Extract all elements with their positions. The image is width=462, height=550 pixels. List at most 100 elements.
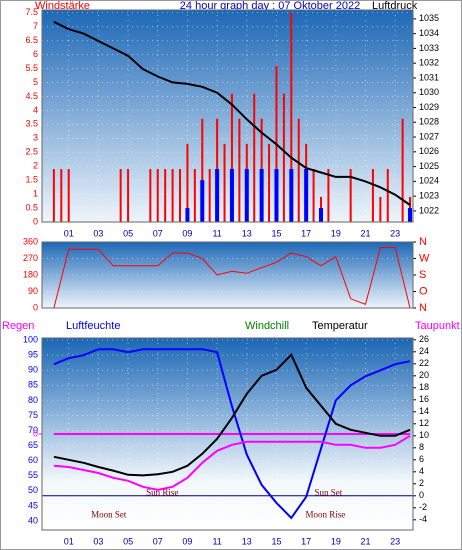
- wind-bar: [349, 169, 352, 222]
- x-tick-label: 17: [301, 536, 311, 546]
- y2-tick-label: W: [419, 252, 430, 264]
- x-tick-label: 09: [182, 228, 192, 238]
- y2-tick-label: 1035: [419, 13, 439, 23]
- wind-bar: [164, 169, 167, 222]
- x-tick-label: 07: [153, 536, 163, 546]
- y2-tick-label: 1031: [419, 72, 439, 82]
- x-tick-label: 15: [271, 228, 281, 238]
- wind-bar: [201, 118, 204, 222]
- wind-bar: [223, 143, 226, 222]
- y2-tick-label: 1024: [419, 176, 439, 186]
- wind-bar: [208, 169, 211, 222]
- y-tick-label: 7: [33, 21, 38, 31]
- x-tick-label: 17: [301, 228, 311, 238]
- y-tick-label: 7.5: [25, 7, 38, 17]
- series-line: [53, 353, 411, 477]
- y2-tick-label: 1030: [419, 87, 439, 97]
- x-tick-label: 07: [153, 228, 163, 238]
- y-tick-label: 70: [28, 425, 38, 435]
- x-tick-label: 19: [331, 228, 341, 238]
- series-line: [53, 20, 411, 206]
- y-tick-label: 85: [28, 380, 38, 390]
- y-tick-label: 1.5: [25, 175, 38, 185]
- x-tick-label: 21: [361, 228, 371, 238]
- y-tick-label: 4: [33, 105, 38, 115]
- y-tick-label: 95: [28, 350, 38, 360]
- wind-bar: [327, 169, 330, 222]
- wind-bar: [119, 169, 122, 222]
- annotation: Moon Rise: [306, 510, 346, 520]
- x-tick-label: 11: [212, 536, 221, 546]
- y-tick-label: 55: [28, 470, 38, 480]
- wind-bar: [215, 169, 220, 222]
- plot-border: [41, 9, 414, 223]
- annotation: Moon Set: [91, 510, 127, 520]
- plot-border: [41, 241, 414, 309]
- x-tick-label: 03: [93, 536, 103, 546]
- legend-dewpoint: Taupunkt: [415, 320, 460, 332]
- x-tick-label: 03: [93, 228, 103, 238]
- wind-bar: [290, 12, 293, 222]
- y-tick-label: 90: [28, 286, 38, 296]
- y-tick-label: 3: [33, 133, 38, 143]
- y2-tick-label: 6: [419, 454, 424, 464]
- y2-tick-label: -2: [419, 502, 427, 512]
- x-tick-label: 09: [182, 536, 192, 546]
- x-tick-label: 05: [123, 228, 133, 238]
- annotation: Sun Set: [315, 487, 343, 497]
- wind-label: Windstärke: [35, 0, 90, 12]
- y-tick-label: 90: [28, 365, 38, 375]
- y2-tick-label: 1033: [419, 43, 439, 53]
- y-tick-label: 3.5: [25, 119, 38, 129]
- y2-tick-label: 22: [419, 358, 429, 368]
- y2-tick-label: 4: [419, 466, 424, 476]
- series-line: [53, 348, 411, 520]
- y-tick-label: 6: [33, 49, 38, 59]
- wind-bar: [149, 169, 152, 222]
- y-tick-label: 60: [28, 455, 38, 465]
- y-tick-label: 270: [23, 253, 38, 263]
- x-tick-label: 11: [212, 228, 221, 238]
- y2-tick-label: 1029: [419, 102, 439, 112]
- y-tick-label: 360: [23, 236, 38, 246]
- wind-bar: [386, 169, 389, 222]
- wind-bar: [371, 169, 374, 222]
- y2-tick-label: N: [419, 236, 427, 248]
- wind-bar: [52, 169, 55, 222]
- plot-background: [42, 10, 413, 222]
- wind-bar: [244, 169, 249, 222]
- y-tick-label: 6.5: [25, 35, 38, 45]
- y2-tick-label: 18: [419, 382, 429, 392]
- wind-bar: [312, 169, 315, 222]
- wind-bar: [229, 169, 234, 222]
- wind-bar: [379, 196, 382, 222]
- legend-humidity: Luftfeuchte: [66, 320, 120, 332]
- y-tick-label: 0.5: [25, 202, 38, 212]
- y2-tick-label: 1022: [419, 205, 439, 215]
- y-tick-label: 50: [28, 485, 38, 495]
- x-tick-label: 13: [242, 228, 252, 238]
- wind-bar: [127, 169, 130, 222]
- y-tick-label: 5.5: [25, 63, 38, 73]
- y-tick-label: 40: [28, 515, 38, 525]
- y2-tick-label: 24: [419, 346, 429, 356]
- wind-bar: [282, 93, 285, 223]
- y2-tick-label: N: [419, 302, 427, 314]
- pressure-label: Luftdruck: [372, 0, 418, 12]
- x-tick-label: 05: [123, 536, 133, 546]
- wind-bar: [268, 143, 271, 222]
- wind-bar: [186, 143, 189, 222]
- wind-bar: [289, 169, 294, 222]
- wind-bar: [185, 208, 190, 222]
- wind-bar: [408, 208, 413, 222]
- series-line: [53, 434, 411, 491]
- y-tick-label: 65: [28, 440, 38, 450]
- legend-windchill: Windchill: [245, 320, 289, 332]
- plot-border: [41, 337, 414, 531]
- y-tick-label: 0: [33, 216, 38, 226]
- x-tick-label: 01: [64, 536, 74, 546]
- y2-tick-label: 12: [419, 418, 429, 428]
- wind-bar: [193, 169, 196, 222]
- legend-temperature: Temperatur: [312, 320, 368, 332]
- y2-tick-label: 16: [419, 394, 429, 404]
